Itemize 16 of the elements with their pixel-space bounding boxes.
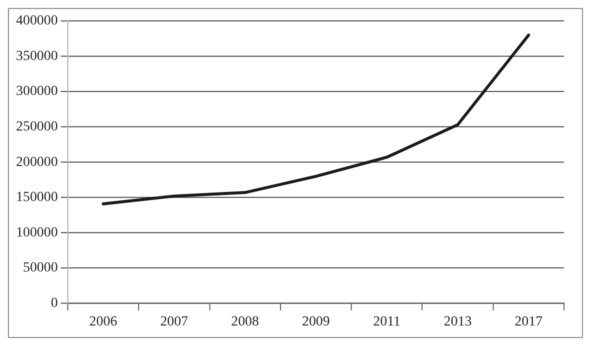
x-tick-label: 2011: [373, 314, 401, 330]
y-tick-label: 250000: [16, 120, 58, 134]
y-tick-label: 100000: [16, 225, 58, 240]
x-tick-label: 2017: [514, 314, 543, 330]
x-tick-label: 2013: [444, 314, 472, 330]
y-tick-label: 200000: [16, 154, 58, 170]
y-tick-label: 0: [50, 296, 58, 312]
x-tick-label: 2007: [160, 314, 188, 330]
y-tick-label: 50000: [22, 260, 58, 276]
x-tick-label: 2008: [231, 314, 260, 330]
x-tick-label: 2009: [302, 314, 330, 330]
y-tick-label: 150000: [16, 190, 58, 206]
y-tick-label: 350000: [16, 48, 58, 64]
y-tick-label: 400000: [16, 14, 58, 29]
x-tick-label: 2006: [89, 314, 118, 330]
y-tick-label: 300000: [16, 84, 58, 100]
